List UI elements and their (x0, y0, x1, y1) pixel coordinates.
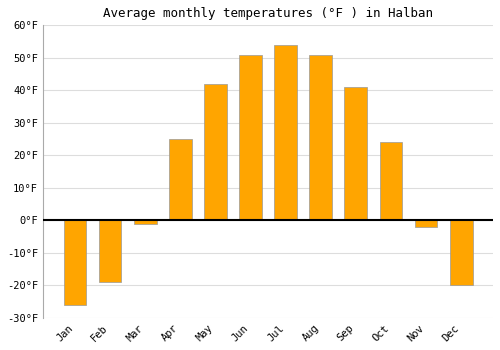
Bar (64, 220, 86, 305)
Bar (380, 142, 402, 220)
Bar (169, 139, 192, 220)
Bar (274, 45, 297, 220)
Title: Average monthly temperatures (°F ) in Halban: Average monthly temperatures (°F ) in Ha… (103, 7, 433, 20)
Bar (450, 220, 472, 285)
Bar (134, 220, 156, 224)
Bar (239, 55, 262, 220)
Bar (98, 220, 122, 282)
Bar (344, 87, 368, 220)
Bar (310, 55, 332, 220)
Bar (204, 84, 227, 220)
Bar (414, 220, 438, 227)
